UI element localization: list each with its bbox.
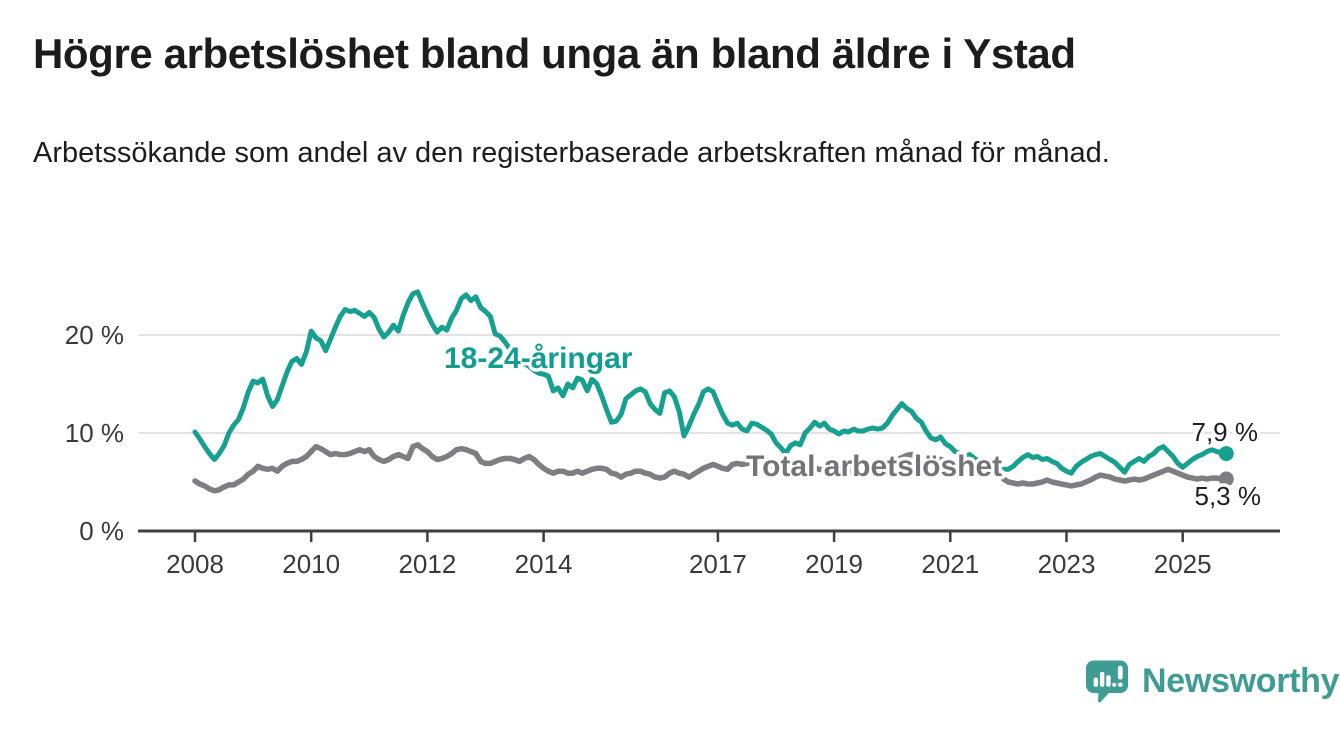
page-title: Högre arbetslöshet bland unga än bland ä… bbox=[33, 30, 1076, 77]
y-axis-label: 10 % bbox=[65, 418, 124, 448]
series-line-young bbox=[1001, 444, 1229, 476]
newsworthy-logo-icon bbox=[1086, 660, 1128, 703]
x-axis-label: 2017 bbox=[689, 549, 747, 579]
end-dot-young bbox=[1218, 446, 1234, 462]
x-axis-label: 2008 bbox=[166, 549, 224, 579]
series-line-young bbox=[192, 289, 997, 469]
series-label-total: Total arbetslöshet bbox=[746, 450, 1002, 483]
series-line-total bbox=[192, 442, 997, 494]
x-axis-label: 2023 bbox=[1038, 549, 1096, 579]
x-axis-label: 2025 bbox=[1154, 549, 1212, 579]
x-axis-label: 2014 bbox=[515, 549, 573, 579]
x-axis-label: 2019 bbox=[805, 549, 863, 579]
x-axis-label: 2010 bbox=[282, 549, 340, 579]
logo-bars-glyph bbox=[1093, 665, 1123, 687]
end-value-label-total: 5,3 % bbox=[1195, 481, 1262, 511]
y-axis-label: 0 % bbox=[79, 516, 124, 546]
newsworthy-logo: Newsworthy bbox=[1086, 658, 1340, 705]
series-label-young: 18-24-åringar bbox=[444, 342, 633, 375]
y-axis-label: 20 % bbox=[65, 320, 124, 350]
x-axis-label: 2021 bbox=[921, 549, 979, 579]
chart-subtitle: Arbetssökande som andel av den registerb… bbox=[33, 137, 1110, 169]
end-dot-total bbox=[1218, 471, 1234, 487]
end-value-label-young: 7,9 % bbox=[1192, 417, 1259, 447]
newsworthy-logo-text: Newsworthy bbox=[1142, 662, 1340, 700]
x-axis-label: 2012 bbox=[398, 549, 456, 579]
series-line-total bbox=[1000, 466, 1230, 489]
